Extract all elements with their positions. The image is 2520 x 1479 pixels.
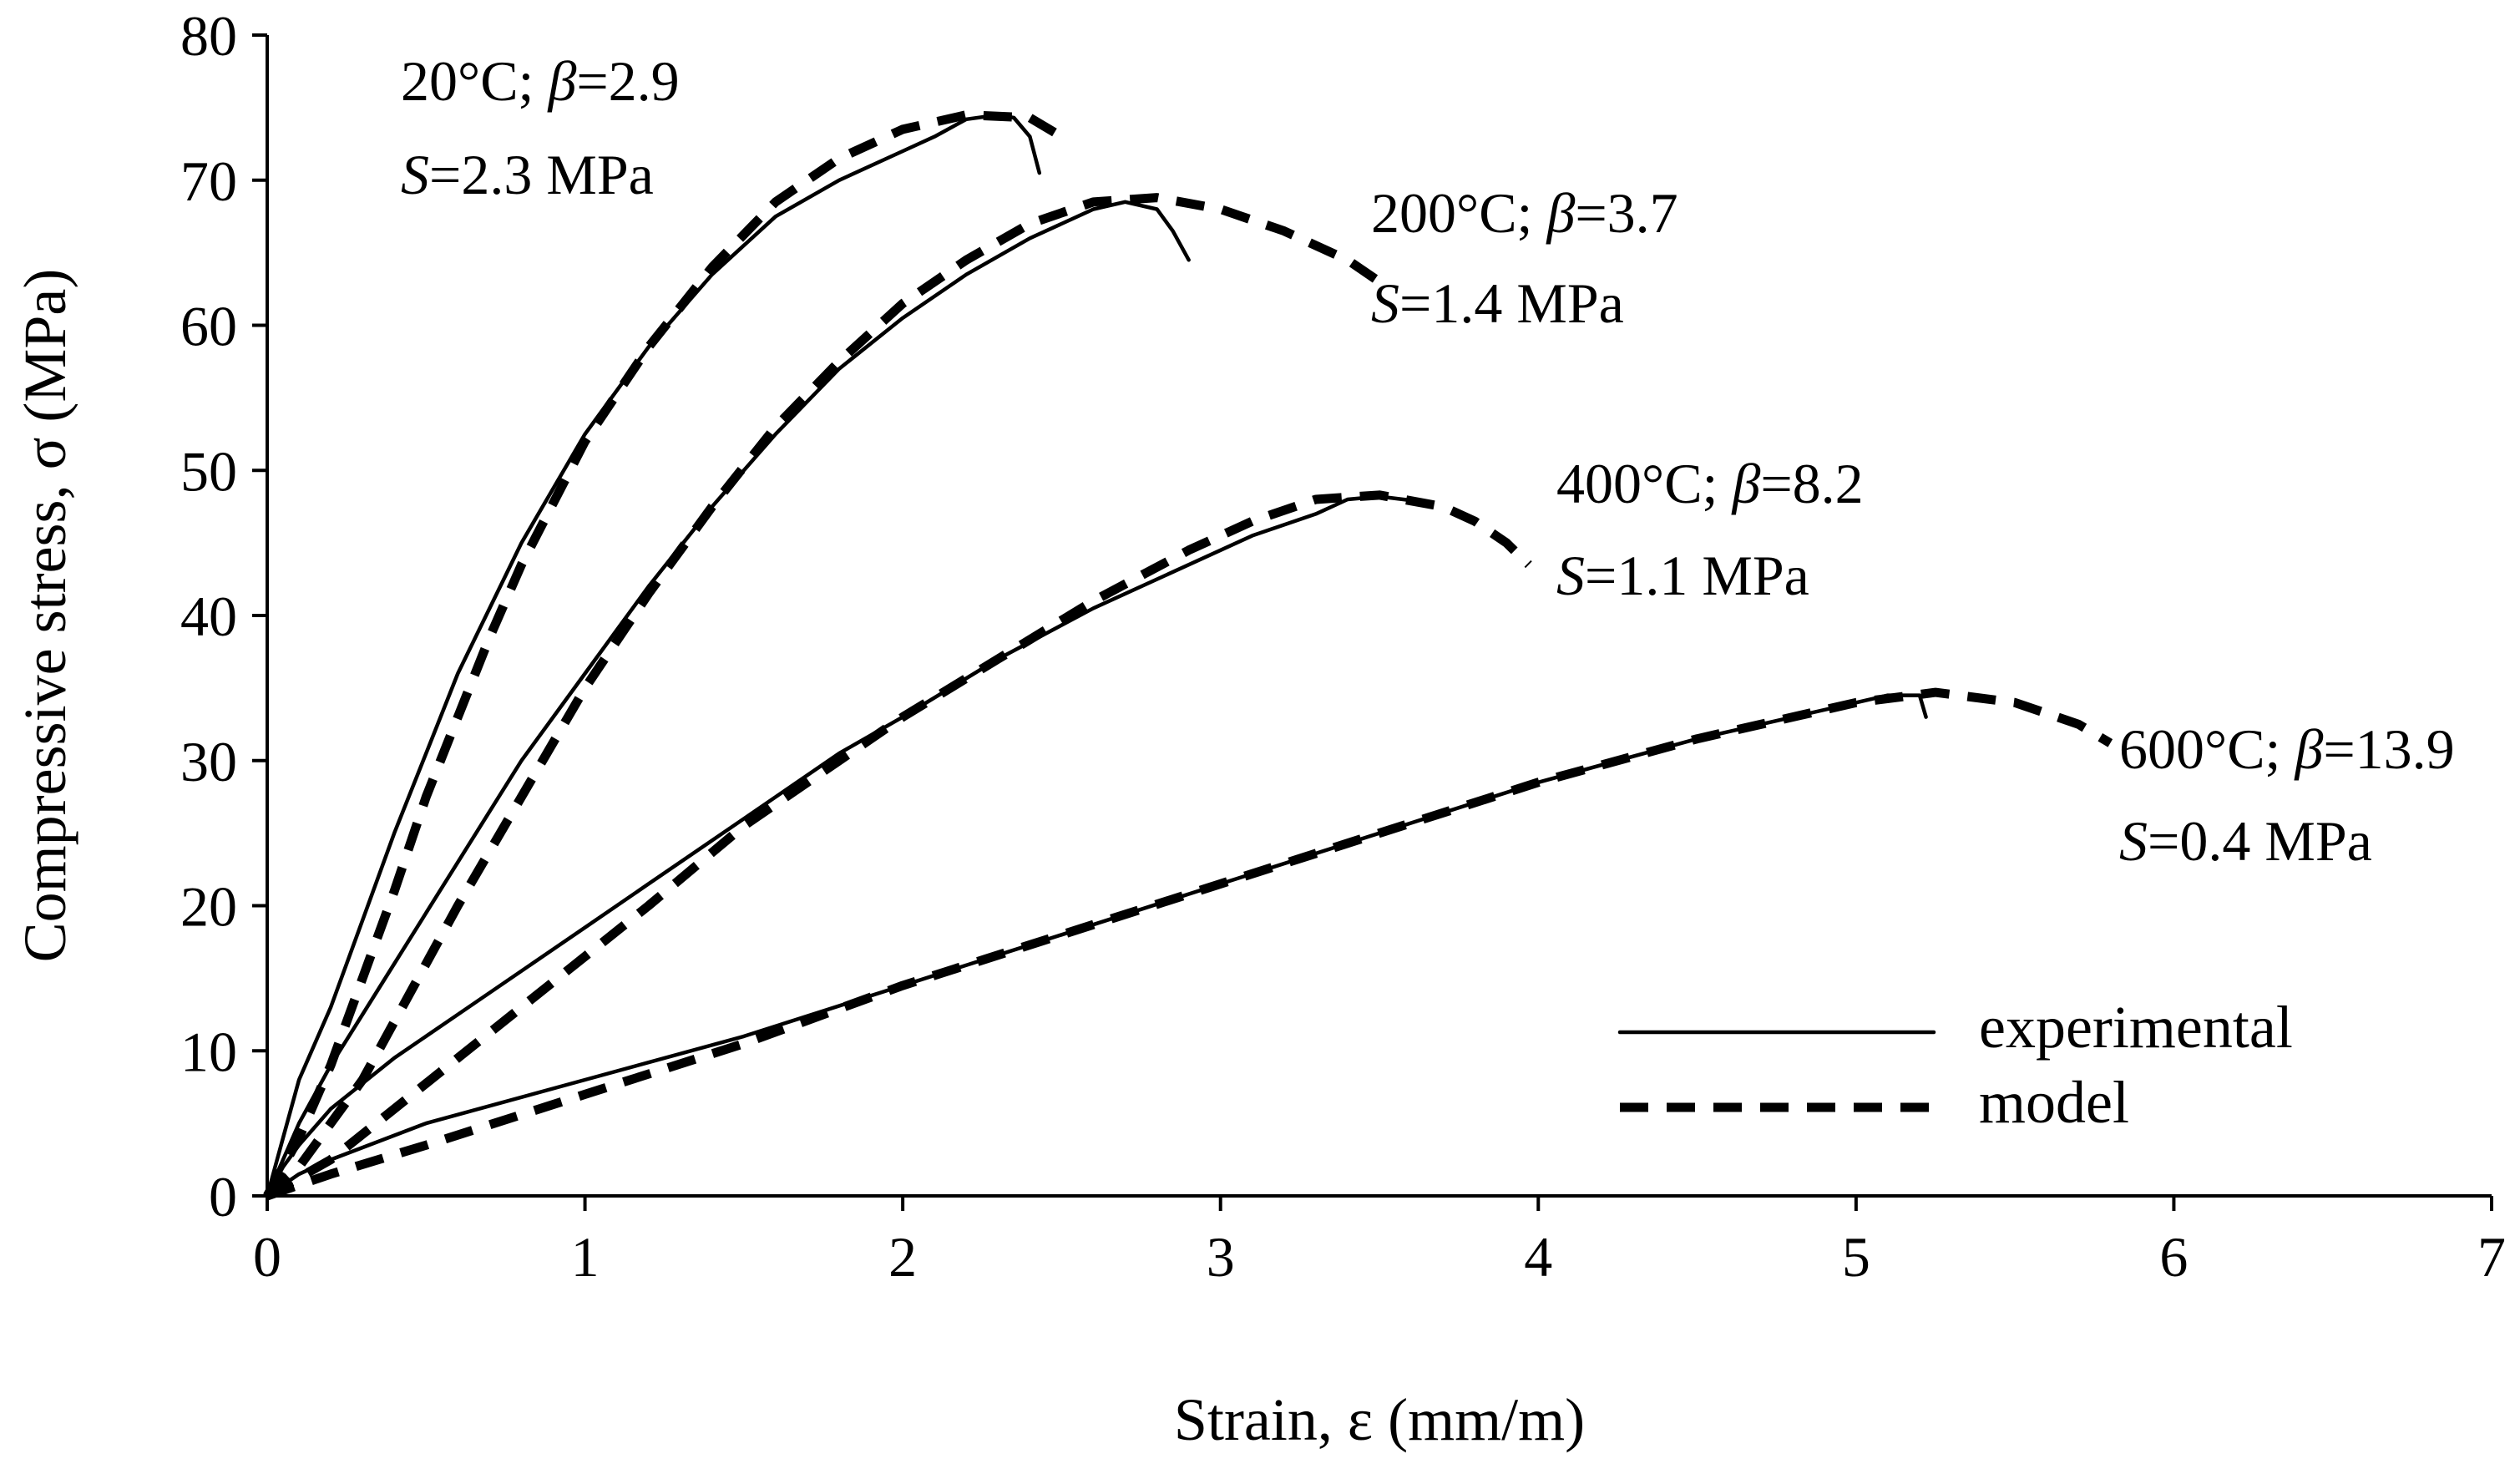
annotation-20c-line2: S=2.3 MPa [401, 143, 654, 206]
annotation-600c-line2: S=0.4 MPa [2119, 809, 2372, 873]
y-tick-label: 80 [180, 4, 237, 68]
series-line-400c-model [265, 490, 1532, 1200]
y-tick-label: 30 [180, 730, 237, 793]
legend: experimental model [1617, 994, 2293, 1136]
x-tick-label: 3 [1207, 1225, 1235, 1289]
annotation-400c-beta-value: =8.2 [1760, 452, 1863, 515]
annotation-200c-beta-value: =3.7 [1575, 181, 1677, 245]
x-tick-label: 7 [2477, 1225, 2506, 1289]
y-tick-label: 20 [180, 875, 237, 939]
annotation-600c-s-value: =0.4 MPa [2148, 809, 2372, 873]
annotation-400c-temp: 400°C; [1556, 452, 1732, 515]
annotation-600c-s-symbol: S [2119, 809, 2148, 873]
ticks [252, 33, 2493, 1211]
annotation-20c-s-value: =2.3 MPa [429, 143, 654, 206]
annotation-20c-beta-symbol: β [546, 49, 576, 113]
annotation-200c-s-value: =1.4 MPa [1399, 271, 1624, 335]
annotation-400c-s-value: =1.1 MPa [1585, 544, 1809, 607]
annotation-200c-beta-symbol: β [1545, 181, 1575, 245]
annotation-400c-line1: 400°C; β=8.2 [1556, 452, 1864, 515]
x-tick-label: 6 [2159, 1225, 2188, 1289]
y-tick-label: 0 [209, 1165, 237, 1228]
series-line-20c-model [263, 110, 1065, 1198]
annotation-20c-line1: 20°C; β=2.9 [401, 49, 680, 113]
annotation-200c-temp: 200°C; [1371, 181, 1546, 245]
legend-label-model: model [1979, 1069, 2129, 1136]
y-tick-label: 50 [180, 439, 237, 503]
annotation-600c-line1: 600°C; β=13.9 [2119, 717, 2455, 781]
annotation-200c-line1: 200°C; β=3.7 [1371, 181, 1678, 245]
annotation-20c-beta-value: =2.9 [576, 49, 679, 113]
x-axis-title: Strain, ε (mm/m) [1174, 1386, 1585, 1453]
y-tick-label: 70 [180, 149, 237, 213]
x-tick-label: 2 [888, 1225, 917, 1289]
annotation-600c-beta-value: =13.9 [2323, 717, 2454, 781]
series-line-200c-model [264, 193, 1383, 1200]
series-group [263, 110, 2113, 1201]
x-tick-label: 1 [571, 1225, 600, 1289]
series-line-400c-experimental [265, 494, 1430, 1198]
annotations: 20°C; β=2.9 S=2.3 MPa 200°C; β=3.7 S=1.4… [401, 49, 2455, 873]
annotation-600c-beta-symbol: β [2293, 717, 2323, 781]
annotation-200c-s-symbol: S [1371, 271, 1399, 335]
x-tick-label: 0 [253, 1225, 281, 1289]
annotation-400c-s-symbol: S [1556, 544, 1585, 607]
y-axis-title: Compressive stress, σ (MPa) [12, 269, 78, 963]
annotation-20c-temp: 20°C; [401, 49, 548, 113]
annotation-400c-line2: S=1.1 MPa [1556, 544, 1809, 607]
y-tick-label: 60 [180, 295, 237, 358]
x-tick-label: 5 [1842, 1225, 1870, 1289]
annotation-400c-beta-symbol: β [1730, 452, 1760, 515]
y-tick-label: 10 [180, 1020, 237, 1083]
annotation-600c-temp: 600°C; [2119, 717, 2295, 781]
legend-label-experimental: experimental [1979, 994, 2293, 1061]
series-line-200c-experimental [265, 200, 1191, 1198]
y-tick-label: 40 [180, 585, 237, 648]
series-line-600c-model [266, 687, 2113, 1201]
annotation-200c-line2: S=1.4 MPa [1371, 271, 1624, 335]
x-tick-label: 4 [1524, 1225, 1552, 1289]
series-line-600c-experimental [265, 693, 1928, 1198]
annotation-20c-s-symbol: S [401, 143, 429, 206]
